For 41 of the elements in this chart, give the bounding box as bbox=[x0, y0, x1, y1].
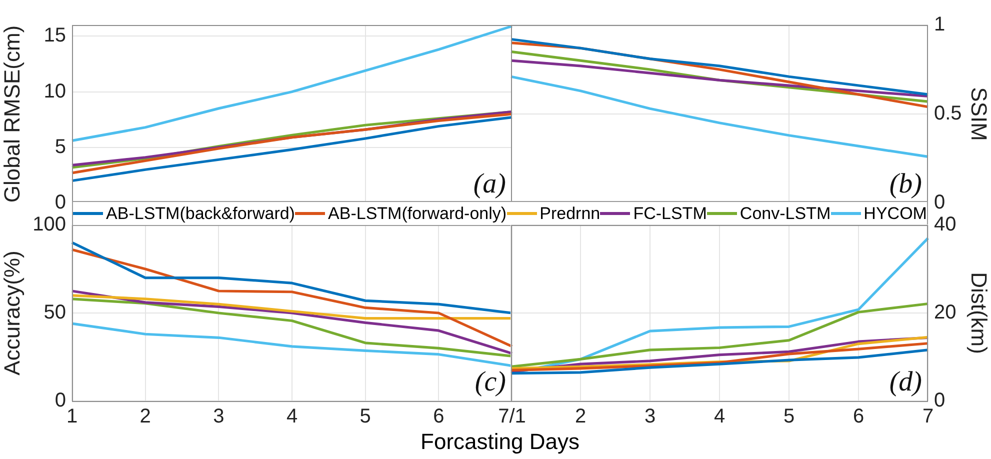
x-tick-label: 3 bbox=[644, 406, 656, 428]
x-tick-label: 6 bbox=[852, 406, 864, 428]
x-tick-label: 6 bbox=[433, 406, 444, 428]
annotation: (b) bbox=[889, 168, 922, 200]
y2-tick-label: 0 bbox=[934, 192, 946, 214]
legend-label: Predrnn bbox=[540, 204, 600, 224]
x-tick-label: 1 bbox=[66, 406, 78, 428]
legend-label: HYCOM bbox=[864, 204, 927, 224]
x-tick-label: 4 bbox=[286, 406, 298, 428]
y2-tick-label: 0.5 bbox=[934, 102, 962, 125]
annotation: (d) bbox=[889, 366, 922, 398]
y-tick-label: 0 bbox=[54, 192, 66, 214]
x-tick-label: 5 bbox=[783, 406, 795, 428]
x-tick-label: 7/1 bbox=[498, 406, 526, 428]
y2-tick-label: 1 bbox=[934, 14, 946, 36]
y2-tick-label: 20 bbox=[934, 302, 956, 324]
x-tick-label: 3 bbox=[213, 406, 224, 428]
y-tick-label: 50 bbox=[44, 302, 66, 324]
y-axis-title: Global RMSE(cm) bbox=[0, 25, 24, 203]
y-axis-title: Accuracy(%) bbox=[0, 250, 24, 376]
x-tick-label: 2 bbox=[140, 406, 151, 428]
x-tick-label: 4 bbox=[714, 406, 726, 428]
y-tick-label: 15 bbox=[44, 24, 66, 47]
legend-label: FC-LSTM bbox=[633, 204, 707, 224]
y-tick-label: 10 bbox=[44, 80, 66, 102]
legend-label: Conv-LSTM bbox=[740, 204, 831, 224]
y-tick-label: 5 bbox=[54, 136, 66, 158]
legend-label: AB-LSTM(back&forward) bbox=[106, 204, 295, 224]
legend-label: AB-LSTM(forward-only) bbox=[328, 204, 507, 224]
y2-tick-label: 40 bbox=[934, 214, 956, 236]
annotation: (c) bbox=[474, 366, 506, 398]
y2-axis-title: SSIM bbox=[966, 87, 991, 141]
x-axis-title: Forcasting Days bbox=[420, 429, 580, 455]
annotation: (a) bbox=[473, 168, 506, 200]
y2-axis-title: Dist(km) bbox=[966, 272, 991, 354]
y-tick-label: 0 bbox=[54, 390, 66, 412]
x-tick-label: 5 bbox=[360, 406, 371, 428]
y2-tick-label: 0 bbox=[934, 390, 946, 412]
x-tick-label: 2 bbox=[574, 406, 586, 428]
y-tick-label: 100 bbox=[32, 214, 66, 236]
x-tick-label: 7 bbox=[922, 406, 934, 428]
